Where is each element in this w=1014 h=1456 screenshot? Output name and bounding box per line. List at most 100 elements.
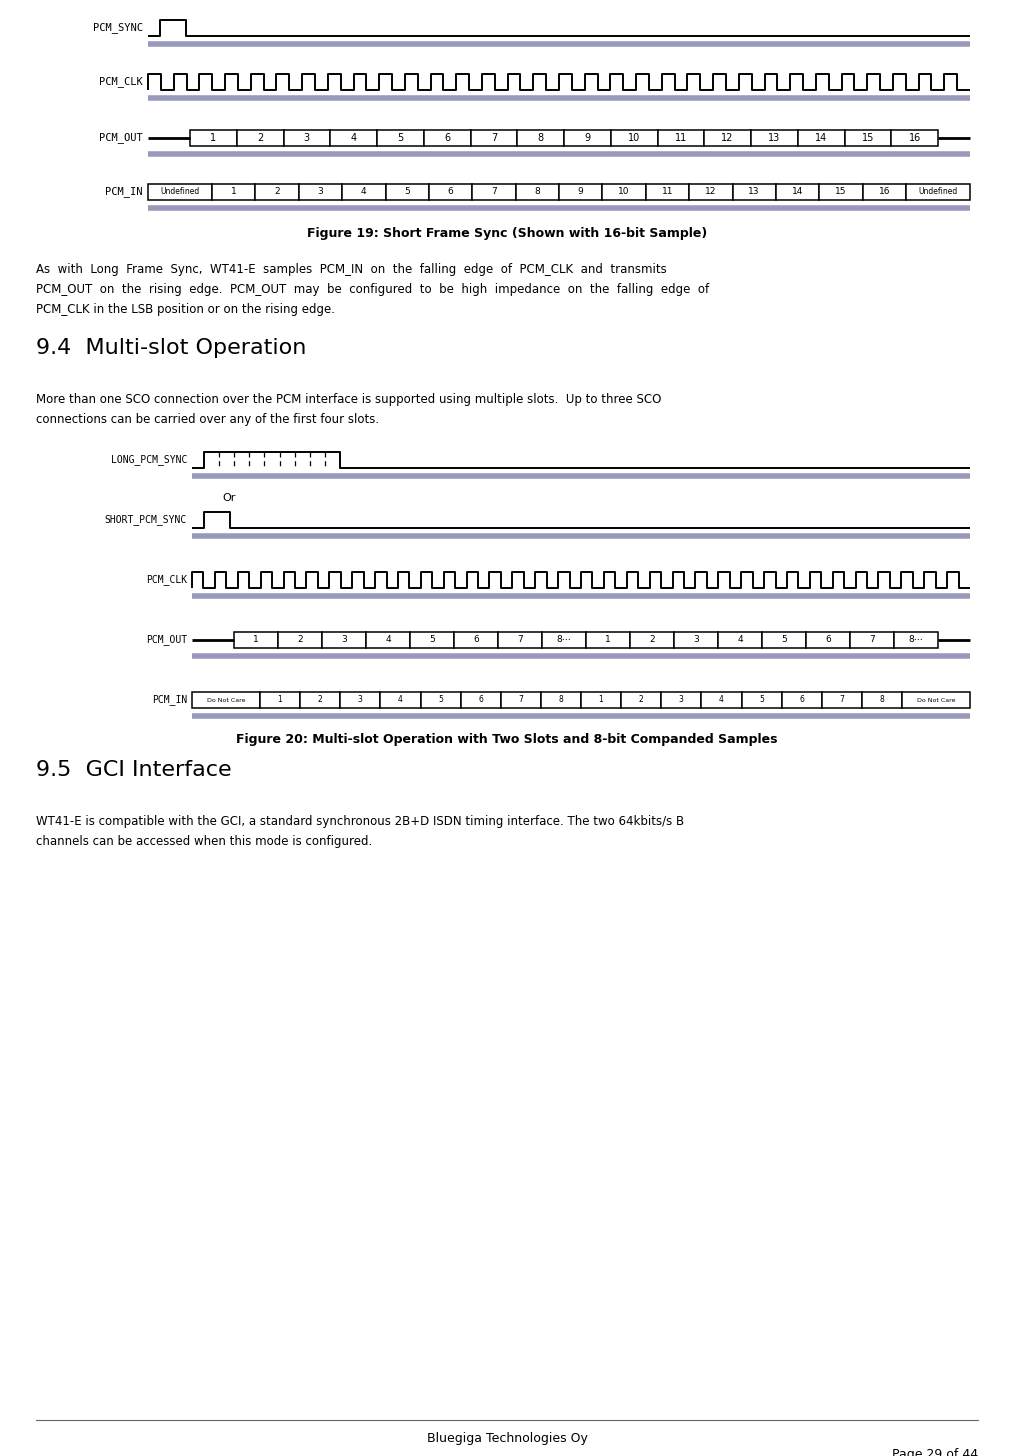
Text: 6: 6: [474, 635, 479, 645]
Text: 7: 7: [491, 188, 497, 197]
Text: PCM_OUT: PCM_OUT: [99, 132, 143, 144]
Text: SHORT_PCM_SYNC: SHORT_PCM_SYNC: [104, 514, 187, 526]
Text: 12: 12: [705, 188, 717, 197]
Text: PCM_IN: PCM_IN: [152, 695, 187, 706]
Text: 9: 9: [578, 188, 584, 197]
Text: 2: 2: [297, 635, 303, 645]
Text: As  with  Long  Frame  Sync,  WT41-E  samples  PCM_IN  on  the  falling  edge  o: As with Long Frame Sync, WT41-E samples …: [37, 264, 667, 277]
Text: 2: 2: [257, 132, 264, 143]
Text: PCM_CLK: PCM_CLK: [146, 575, 187, 585]
Text: 11: 11: [674, 132, 687, 143]
Bar: [610, 130, 657, 146]
Text: 6: 6: [448, 188, 453, 197]
Text: WT41-E is compatible with the GCI, a standard synchronous 2B+D ISDN timing inter: WT41-E is compatible with the GCI, a sta…: [37, 815, 684, 828]
Bar: [410, 632, 454, 648]
Bar: [661, 692, 702, 708]
Text: Bluegiga Technologies Oy: Bluegiga Technologies Oy: [427, 1433, 587, 1444]
Bar: [751, 130, 798, 146]
Text: 3: 3: [694, 635, 699, 645]
Text: Undefined: Undefined: [919, 188, 957, 197]
Bar: [256, 183, 299, 199]
Bar: [564, 130, 610, 146]
Text: 8: 8: [559, 696, 564, 705]
Bar: [894, 632, 938, 648]
Text: 7: 7: [517, 635, 523, 645]
Text: 5: 5: [405, 188, 410, 197]
Text: 8⋯: 8⋯: [909, 635, 924, 645]
Text: 3: 3: [304, 132, 310, 143]
Bar: [862, 692, 902, 708]
Bar: [473, 183, 516, 199]
Text: 12: 12: [721, 132, 734, 143]
Text: 8⋯: 8⋯: [557, 635, 571, 645]
Text: 9.4  Multi-slot Operation: 9.4 Multi-slot Operation: [37, 338, 306, 358]
Text: 1: 1: [231, 188, 236, 197]
Text: 8: 8: [879, 696, 884, 705]
Text: 14: 14: [815, 132, 827, 143]
Bar: [424, 130, 470, 146]
Bar: [385, 183, 429, 199]
Text: 10: 10: [628, 132, 640, 143]
Text: PCM_OUT: PCM_OUT: [146, 635, 187, 645]
Text: 5: 5: [781, 635, 787, 645]
Bar: [622, 692, 661, 708]
Text: 8: 8: [537, 132, 544, 143]
Text: PCM_OUT  on  the  rising  edge.  PCM_OUT  may  be  configured  to  be  high  imp: PCM_OUT on the rising edge. PCM_OUT may …: [37, 282, 709, 296]
Bar: [776, 183, 819, 199]
Text: 5: 5: [397, 132, 404, 143]
Text: 4: 4: [399, 696, 403, 705]
Text: connections can be carried over any of the first four slots.: connections can be carried over any of t…: [37, 414, 379, 427]
Bar: [517, 130, 564, 146]
Bar: [690, 183, 732, 199]
Bar: [429, 183, 473, 199]
Text: 1: 1: [598, 696, 603, 705]
Bar: [192, 692, 260, 708]
Text: 7: 7: [869, 635, 875, 645]
Text: 4: 4: [351, 132, 357, 143]
Bar: [891, 130, 938, 146]
Text: 2: 2: [639, 696, 644, 705]
Bar: [657, 130, 705, 146]
Bar: [284, 130, 331, 146]
Text: 1: 1: [254, 635, 259, 645]
Text: 1: 1: [210, 132, 216, 143]
Bar: [260, 692, 300, 708]
Text: 6: 6: [825, 635, 830, 645]
Text: 15: 15: [862, 132, 874, 143]
Text: PCM_CLK in the LSB position or on the rising edge.: PCM_CLK in the LSB position or on the ri…: [37, 303, 335, 316]
Bar: [863, 183, 906, 199]
Text: 5: 5: [759, 696, 764, 705]
Text: 6: 6: [444, 132, 450, 143]
Text: 5: 5: [438, 696, 443, 705]
Bar: [454, 632, 498, 648]
Text: PCM_CLK: PCM_CLK: [99, 77, 143, 87]
Bar: [581, 692, 622, 708]
Bar: [845, 130, 891, 146]
Bar: [540, 692, 581, 708]
Bar: [586, 632, 630, 648]
Text: 2: 2: [274, 188, 280, 197]
Text: Figure 19: Short Frame Sync (Shown with 16-bit Sample): Figure 19: Short Frame Sync (Shown with …: [307, 227, 707, 239]
Text: channels can be accessed when this mode is configured.: channels can be accessed when this mode …: [37, 834, 372, 847]
Bar: [236, 130, 284, 146]
Text: Figure 20: Multi-slot Operation with Two Slots and 8-bit Companded Samples: Figure 20: Multi-slot Operation with Two…: [236, 734, 778, 747]
Bar: [148, 183, 212, 199]
Text: Undefined: Undefined: [160, 188, 200, 197]
Text: More than one SCO connection over the PCM interface is supported using multiple : More than one SCO connection over the PC…: [37, 393, 661, 406]
Text: 6: 6: [479, 696, 483, 705]
Bar: [602, 183, 646, 199]
Text: 10: 10: [619, 188, 630, 197]
Text: 13: 13: [769, 132, 781, 143]
Bar: [190, 130, 236, 146]
Bar: [674, 632, 718, 648]
Text: 4: 4: [719, 696, 724, 705]
Bar: [821, 692, 862, 708]
Text: 3: 3: [341, 635, 347, 645]
Bar: [819, 183, 863, 199]
Bar: [902, 692, 970, 708]
Text: 4: 4: [385, 635, 390, 645]
Text: 6: 6: [799, 696, 804, 705]
Text: 1: 1: [605, 635, 610, 645]
Text: 3: 3: [679, 696, 683, 705]
Bar: [782, 692, 821, 708]
